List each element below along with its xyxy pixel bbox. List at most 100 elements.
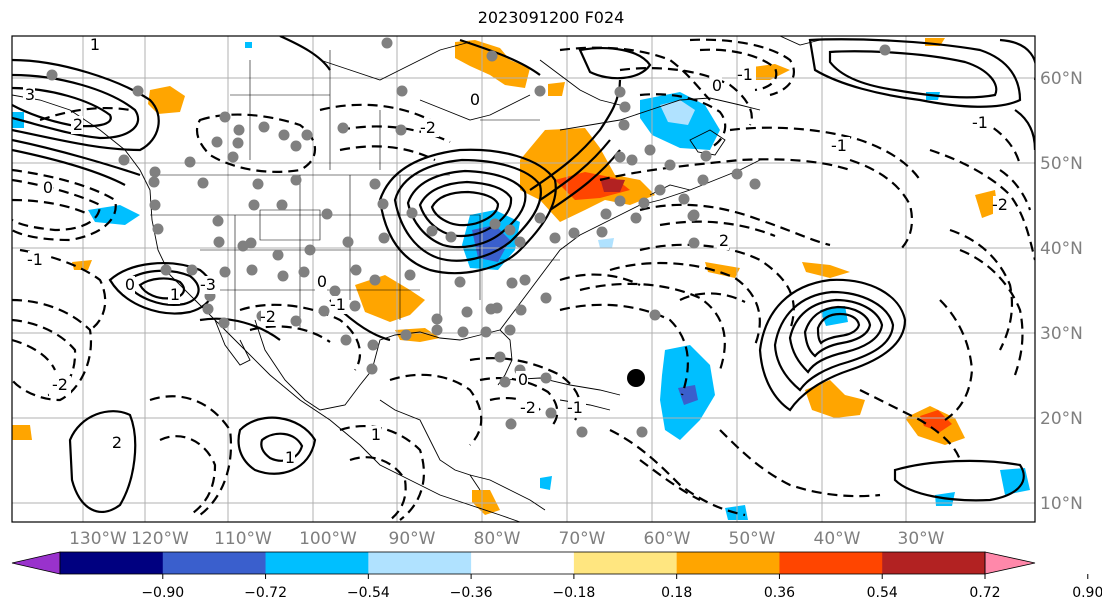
station-dot — [148, 176, 160, 188]
map-panel — [12, 36, 1035, 522]
contour-label: -1 — [567, 398, 583, 417]
colorbar-tick-label: −0.54 — [347, 585, 390, 601]
station-dot — [301, 129, 313, 141]
station-dot — [534, 85, 546, 97]
lon-tick-label: 120°W — [131, 529, 189, 549]
weak-cold-anomaly-newfoundland — [660, 100, 695, 125]
warm-anomaly-subtropical-1 — [805, 380, 865, 418]
lat-tick-label: 20°N — [1040, 409, 1083, 429]
contour-label: 0 — [470, 90, 480, 109]
colorbar-tick-label: −0.36 — [450, 585, 493, 601]
contour-label-bg — [123, 276, 135, 294]
contour-label-bg — [201, 276, 219, 294]
station-dot — [278, 129, 290, 141]
strong-warm-anomaly-subtropical — [920, 410, 952, 432]
warm-anomaly-small-2 — [745, 64, 790, 80]
station-dot — [396, 85, 408, 97]
station-dot — [395, 124, 407, 136]
station-dot — [688, 237, 700, 249]
station-dot — [626, 154, 638, 166]
longitude-axis: 130°W 120°W 110°W 100°W 90°W 80°W 70°W 60°W 50°W… — [69, 529, 945, 549]
station-dot — [687, 210, 699, 222]
contour-label-bg — [168, 286, 180, 304]
station-dot — [186, 264, 198, 276]
station-dot — [298, 266, 310, 278]
cold-anomaly-small-4 — [540, 476, 552, 490]
station-dot — [337, 122, 349, 134]
contour-label-bg — [71, 116, 83, 134]
contour-label: 1 — [371, 425, 381, 444]
colorbar-segment — [573, 552, 678, 574]
contour-label-bg — [421, 119, 439, 137]
warm-anomaly-pacific-nw — [148, 86, 185, 114]
cold-anomaly-small-7 — [245, 42, 252, 48]
station-dot — [504, 224, 516, 236]
station-dot — [540, 372, 552, 384]
lat-tick-label: 40°N — [1040, 239, 1083, 259]
contour-label-bg — [283, 449, 295, 467]
station-dot — [318, 305, 330, 317]
cold-anomaly-small-2 — [1000, 468, 1030, 495]
warm-anomaly-small-7 — [12, 425, 32, 440]
station-dot — [160, 264, 172, 276]
colorbar-segment — [882, 552, 986, 574]
station-dot — [649, 309, 661, 321]
warm-anomaly-labrador — [455, 40, 530, 88]
station-dot — [445, 231, 457, 243]
warm-anomaly-small-6 — [802, 262, 850, 278]
colorbar-segment — [676, 552, 780, 574]
station-dot — [731, 168, 743, 180]
contour-label-bg — [568, 399, 586, 417]
contour-label: -2 — [420, 118, 436, 137]
station-dot — [619, 101, 631, 113]
colorbar-tick-label: 0.18 — [661, 585, 692, 601]
station-dot — [515, 304, 527, 316]
colorbar-tick-label: 0.36 — [764, 585, 795, 601]
contour-label: -1 — [972, 113, 988, 132]
station-dot — [678, 193, 690, 205]
contour-label: -1 — [737, 65, 753, 84]
station-dot — [46, 69, 58, 81]
station-dot — [644, 144, 656, 156]
station-dot — [457, 326, 469, 338]
station-dot — [505, 418, 517, 430]
map-frame — [11, 35, 1036, 523]
station-dot — [454, 276, 466, 288]
colorbar-tick-label: −0.90 — [141, 585, 184, 601]
station-dot — [480, 326, 492, 338]
colorbar-segment — [471, 552, 575, 574]
contour-label: -2 — [520, 398, 536, 417]
station-dot — [749, 178, 761, 190]
station-dot — [489, 218, 501, 230]
contour-label: -2 — [992, 195, 1008, 214]
station-dot — [596, 226, 608, 238]
contour-label-bg — [315, 273, 327, 291]
coastlines — [12, 36, 821, 522]
contour-label-bg — [331, 296, 349, 314]
colorbar-extend-high — [984, 551, 1036, 575]
station-dot — [350, 264, 362, 276]
colorbar: −0.90 −0.72 −0.54 −0.36 −0.18 0.18 0.36 0.54 0.7… — [11, 551, 1102, 601]
colorbar-tick-label: 0.90 — [1072, 585, 1102, 601]
station-dot — [600, 208, 612, 220]
station-dot — [290, 315, 302, 327]
contour-label-bg — [369, 426, 381, 444]
lat-tick-label: 60°N — [1040, 69, 1083, 89]
contour-label: -1 — [27, 250, 43, 269]
station-dot — [491, 302, 503, 314]
station-dot — [614, 151, 626, 163]
colorbar-tick-label: 0.72 — [969, 585, 1000, 601]
contour-label: 0 — [317, 272, 327, 291]
colorbar-extend-low — [11, 551, 61, 575]
station-dot — [197, 177, 209, 189]
contour-label-bg — [261, 308, 279, 326]
warm-anomaly-small-1 — [548, 82, 565, 96]
station-dot — [118, 154, 130, 166]
station-dot — [499, 376, 511, 388]
contour-label: 0 — [712, 76, 722, 95]
station-dot — [614, 86, 626, 98]
contour-label-bg — [110, 434, 122, 452]
colorbar-outline — [59, 551, 986, 575]
station-dot — [342, 236, 354, 248]
